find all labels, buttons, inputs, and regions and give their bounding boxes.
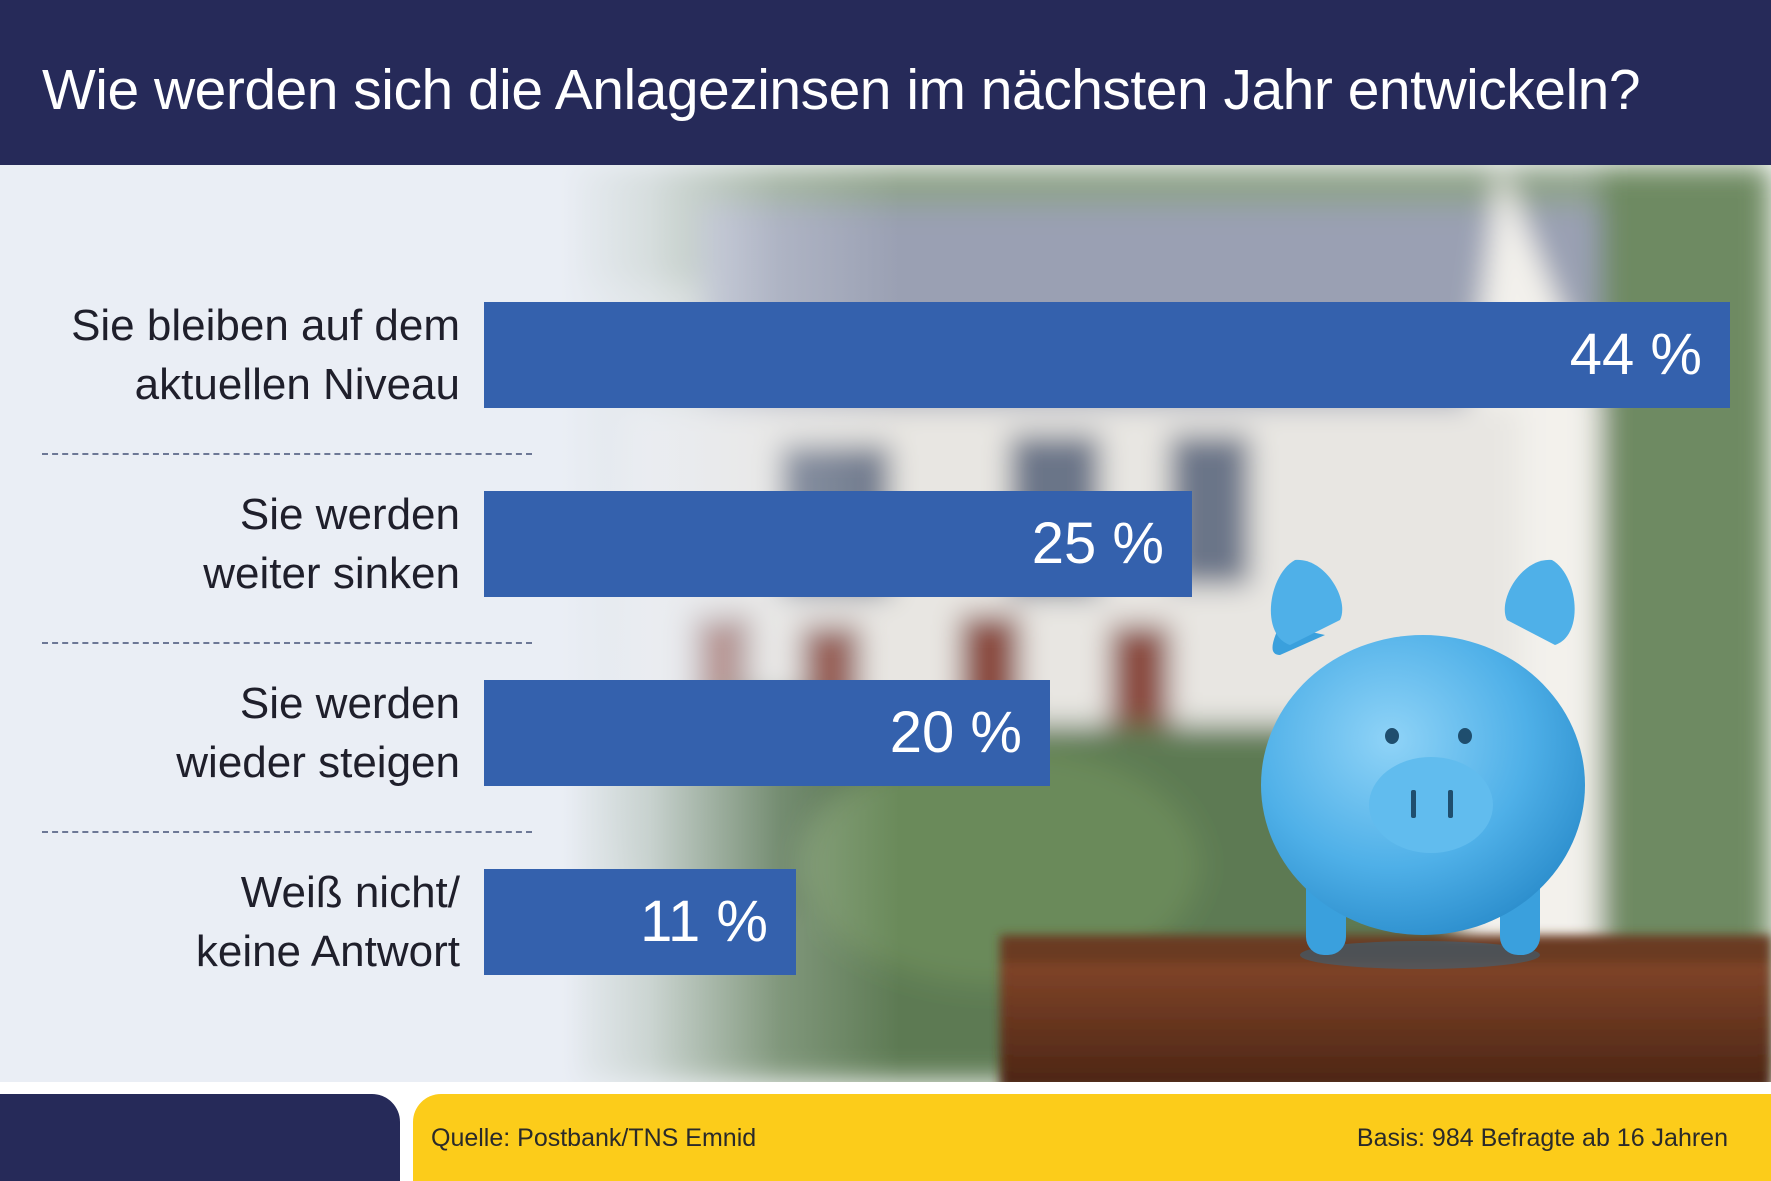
- bar: 25 %: [484, 491, 1192, 597]
- bar: 11 %: [484, 869, 796, 975]
- category-label-line: weiter sinken: [203, 549, 460, 598]
- category-label-line: Sie werden: [239, 490, 460, 539]
- row-divider: [42, 642, 532, 644]
- footer-source-bar: [413, 1094, 1771, 1181]
- bar-chart: Sie bleiben auf dem aktuellen Niveau 44 % S…: [0, 165, 1771, 1082]
- category-label-line: Sie bleiben auf dem: [71, 301, 460, 350]
- category-label: Weiß nicht/keine Antwort: [20, 863, 460, 981]
- bar-value-label: 20 %: [889, 700, 1022, 765]
- category-label-line: keine Antwort: [195, 927, 460, 976]
- category-label: Sie werden weiter sinken: [20, 485, 460, 603]
- title-banner: Wie werden sich die Anlagezinsen im näch…: [0, 0, 1771, 165]
- bar: 44 %: [484, 302, 1730, 408]
- bar-value-label: 44 %: [1569, 322, 1702, 387]
- category-label-line: wieder steigen: [176, 738, 460, 787]
- chart-title: Wie werden sich die Anlagezinsen im näch…: [42, 58, 1641, 122]
- footer-left-block: [0, 1094, 400, 1181]
- category-label: Sie bleiben auf dem aktuellen Niveau: [20, 296, 460, 414]
- source-note: Quelle: Postbank/TNS Emnid: [431, 1124, 757, 1152]
- row-divider: [42, 831, 532, 833]
- category-label-line: aktuellen Niveau: [134, 360, 460, 409]
- category-label: Sie werden wieder steigen: [20, 674, 460, 792]
- basis-note: Basis: 984 Befragte ab 16 Jahren: [1356, 1124, 1728, 1152]
- bar-value-label: 11 %: [640, 889, 768, 954]
- category-label-line: Weiß nicht/: [240, 868, 460, 917]
- category-label-line: Sie werden: [239, 679, 460, 728]
- bar-value-label: 25 %: [1031, 511, 1164, 576]
- bar: 20 %: [484, 680, 1050, 786]
- row-divider: [42, 453, 532, 455]
